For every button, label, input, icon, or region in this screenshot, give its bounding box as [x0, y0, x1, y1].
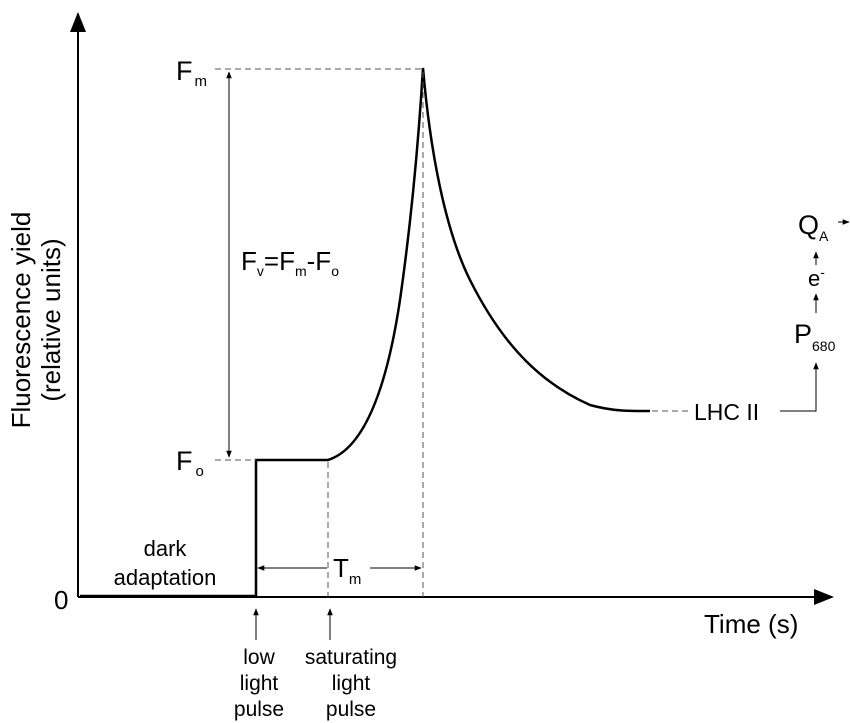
- low-pulse-line1: low: [243, 646, 275, 669]
- saturating-pulse-line1: saturating: [305, 646, 397, 669]
- qa-label: QA: [798, 210, 829, 244]
- dark-adaptation-line1: dark: [144, 536, 188, 561]
- saturating-pulse-line3: pulse: [326, 698, 376, 721]
- tm-label: Tm: [333, 553, 361, 588]
- x-axis-label: Time (s): [704, 609, 798, 639]
- lhc-label: LHC II: [694, 399, 759, 425]
- lhc-to-p680-arrow: [780, 362, 819, 412]
- p680-label: P680: [794, 319, 836, 354]
- fluorescence-trace: [80, 67, 651, 598]
- dark-adaptation-line2: adaptation: [114, 565, 217, 590]
- saturating-pulse-line2: light: [332, 672, 371, 695]
- y-axis-label-line2: (relative units): [36, 238, 66, 401]
- origin-label: 0: [54, 585, 68, 615]
- electron-label: e-: [808, 264, 825, 291]
- y-axis-label-line1: Fluorescence yield: [6, 212, 36, 429]
- low-pulse-line3: pulse: [234, 698, 284, 721]
- low-pulse-line2: light: [240, 672, 279, 695]
- fv-equation: Fv=Fm-Fo: [241, 246, 339, 279]
